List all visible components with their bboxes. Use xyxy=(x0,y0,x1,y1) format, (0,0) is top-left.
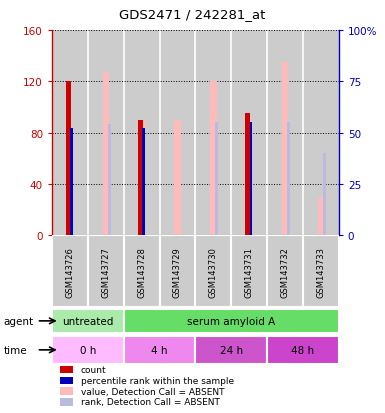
Bar xyxy=(216,123,218,235)
Text: 48 h: 48 h xyxy=(291,345,315,355)
Bar xyxy=(245,114,250,235)
Text: agent: agent xyxy=(4,316,34,326)
Bar xyxy=(66,82,71,235)
Text: time: time xyxy=(4,345,27,355)
Text: count: count xyxy=(81,365,107,374)
Bar xyxy=(318,197,324,235)
Text: GDS2471 / 242281_at: GDS2471 / 242281_at xyxy=(119,8,266,21)
Text: GSM143730: GSM143730 xyxy=(209,246,218,297)
Text: 24 h: 24 h xyxy=(220,345,243,355)
Bar xyxy=(138,121,145,235)
Bar xyxy=(159,235,196,308)
Bar xyxy=(174,121,181,235)
Text: untreated: untreated xyxy=(62,316,114,326)
Bar xyxy=(88,31,124,235)
Bar xyxy=(231,31,267,235)
Bar xyxy=(210,82,216,235)
Text: GSM143732: GSM143732 xyxy=(281,246,290,297)
Text: 4 h: 4 h xyxy=(151,345,168,355)
Text: 0 h: 0 h xyxy=(80,345,96,355)
Text: GSM143731: GSM143731 xyxy=(244,246,254,297)
Bar xyxy=(267,31,303,235)
Text: GSM143729: GSM143729 xyxy=(173,246,182,297)
Text: GSM143727: GSM143727 xyxy=(101,246,110,297)
Bar xyxy=(70,129,73,235)
Bar xyxy=(108,125,111,235)
Bar xyxy=(88,235,124,308)
Bar xyxy=(124,235,159,308)
Bar xyxy=(282,63,288,235)
Bar xyxy=(138,121,142,235)
Bar xyxy=(267,336,339,364)
Bar xyxy=(303,31,339,235)
Bar xyxy=(303,235,339,308)
Text: rank, Detection Call = ABSENT: rank, Detection Call = ABSENT xyxy=(81,397,220,406)
Bar xyxy=(124,336,195,364)
Bar xyxy=(250,123,252,235)
Bar xyxy=(52,336,124,364)
Bar xyxy=(52,309,124,333)
Bar xyxy=(246,121,253,235)
Bar xyxy=(124,309,339,333)
Bar xyxy=(195,336,267,364)
Bar xyxy=(124,31,159,235)
Bar xyxy=(102,73,109,235)
Text: serum amyloid A: serum amyloid A xyxy=(187,316,275,326)
Bar xyxy=(142,129,145,235)
Bar xyxy=(195,235,231,308)
Bar xyxy=(267,235,303,308)
Bar xyxy=(52,31,88,235)
Text: GSM143726: GSM143726 xyxy=(65,246,74,297)
Bar xyxy=(231,235,267,308)
Text: GSM143733: GSM143733 xyxy=(316,246,325,297)
Bar xyxy=(287,123,290,235)
Text: value, Detection Call = ABSENT: value, Detection Call = ABSENT xyxy=(81,387,224,396)
Bar xyxy=(323,154,326,235)
Text: percentile rank within the sample: percentile rank within the sample xyxy=(81,376,234,385)
Text: GSM143728: GSM143728 xyxy=(137,246,146,297)
Bar xyxy=(52,235,88,308)
Bar xyxy=(195,31,231,235)
Bar xyxy=(159,31,196,235)
